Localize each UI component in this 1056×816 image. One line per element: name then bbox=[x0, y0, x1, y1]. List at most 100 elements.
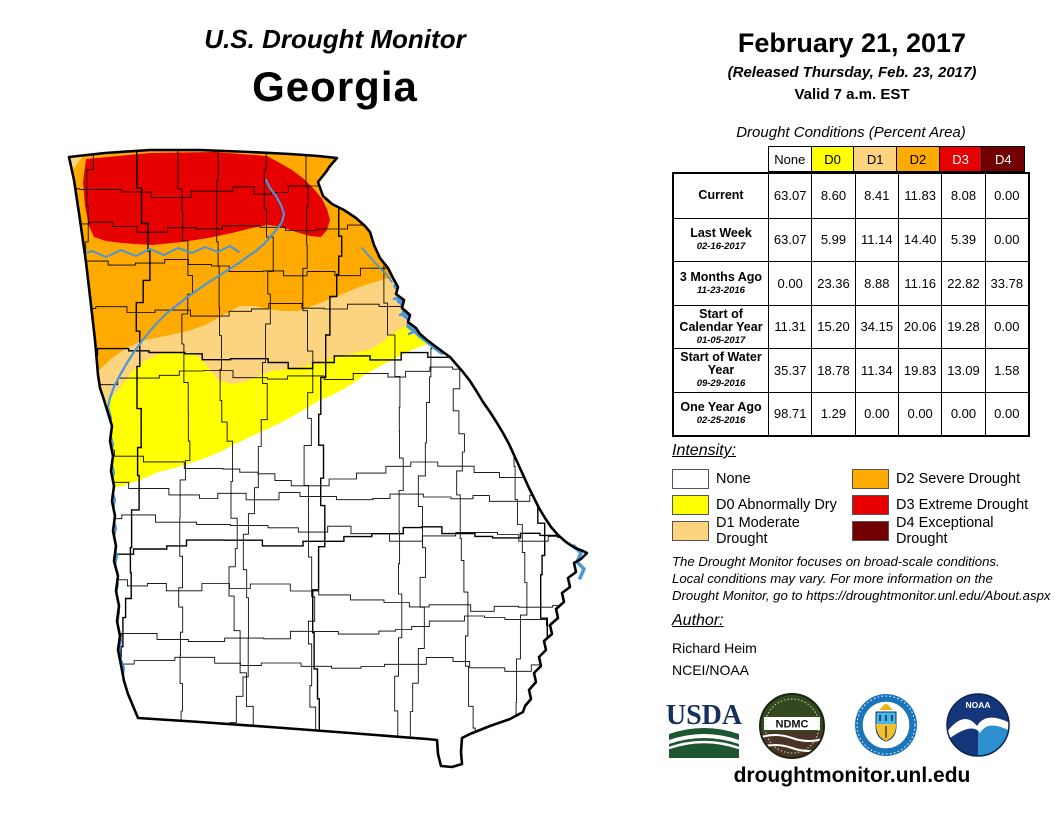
cell-value: 14.40 bbox=[899, 218, 943, 261]
swatch-d1 bbox=[672, 521, 709, 541]
cell-value: 11.14 bbox=[856, 218, 899, 261]
table-row: Start of Calendar Year 01-05-2017 11.31 1… bbox=[674, 304, 1028, 348]
cell-value: 0.00 bbox=[994, 319, 1020, 335]
cell-value: 35.37 bbox=[769, 349, 813, 392]
cell-value: 0.00 bbox=[899, 392, 943, 435]
map-date: February 21, 2017 bbox=[737, 28, 967, 58]
title-block: U.S. Drought Monitor Georgia bbox=[110, 24, 560, 111]
cell-value: 1.29 bbox=[812, 392, 856, 435]
row-label: One Year Ago bbox=[680, 400, 762, 415]
cell-value: 11.34 bbox=[856, 349, 899, 392]
row-date: 01-05-2017 bbox=[696, 334, 746, 346]
ndmc-logo: NDMC bbox=[759, 693, 825, 759]
swatch-d0 bbox=[672, 495, 709, 515]
commerce-seal bbox=[855, 694, 917, 756]
coosa-river bbox=[76, 245, 240, 258]
cell-value: 0.00 bbox=[942, 392, 986, 435]
cell-value: 63.07 bbox=[769, 218, 813, 261]
col-header-none: None bbox=[768, 146, 812, 172]
cell-value: 22.82 bbox=[942, 262, 986, 305]
table-header-row: None D0 D1 D2 D3 D4 bbox=[768, 146, 1030, 172]
table-row: Start of Water Year 09-29-2016 35.37 18.7… bbox=[674, 348, 1028, 392]
drought-conditions-table: None D0 D1 D2 D3 D4 Current 63.07 8.60 8… bbox=[672, 146, 1030, 437]
droughtmonitor-url[interactable]: droughtmonitor.unl.edu bbox=[733, 764, 971, 787]
page-title: U.S. Drought Monitor bbox=[204, 24, 466, 54]
legend-item-none: None bbox=[672, 466, 852, 492]
author-name: Richard Heim bbox=[672, 640, 757, 656]
cell-value: 0.00 bbox=[994, 188, 1020, 204]
cell-value: 34.15 bbox=[856, 305, 899, 348]
cell-value: 15.20 bbox=[812, 305, 856, 348]
cell-value: 8.41 bbox=[856, 174, 899, 218]
valid-time: Valid 7 a.m. EST bbox=[794, 86, 910, 103]
col-header-d1: D1 bbox=[853, 146, 898, 172]
col-header-d4: D4 bbox=[981, 146, 1026, 172]
cell-value: 8.88 bbox=[856, 262, 899, 305]
cell-value: 19.28 bbox=[942, 305, 986, 348]
cell-value: 13.09 bbox=[942, 349, 986, 392]
legend-heading: Intensity: bbox=[672, 442, 737, 459]
row-date: 11-23-2016 bbox=[697, 284, 745, 296]
author-heading: Author: bbox=[672, 612, 724, 629]
band-d3 bbox=[83, 152, 330, 245]
date-block: February 21, 2017 (Released Thursday, Fe… bbox=[672, 28, 1032, 103]
legend-item-d4: D4 Exceptional Drought bbox=[852, 515, 1042, 547]
cell-value: 23.36 bbox=[812, 262, 856, 305]
table-row: One Year Ago 02-25-2016 98.71 1.29 0.00 0… bbox=[674, 391, 1028, 435]
savannah-headwater bbox=[361, 247, 393, 283]
author-block: Author: Richard Heim NCEI/NOAA bbox=[672, 612, 757, 678]
cell-value: 33.78 bbox=[990, 275, 1024, 291]
table-body: Current 63.07 8.60 8.41 11.83 8.08 0.00 … bbox=[672, 172, 1030, 437]
legend-item-d0: D0 Abnormally Dry bbox=[672, 492, 852, 518]
swatch-d2 bbox=[852, 469, 889, 489]
table-row: Current 63.07 8.60 8.41 11.83 8.08 0.00 bbox=[674, 174, 1028, 218]
disclaimer-text: The Drought Monitor focuses on broad-sca… bbox=[672, 554, 1051, 603]
cell-value: 0.00 bbox=[769, 262, 813, 305]
row-label: Start of Water Year bbox=[680, 350, 762, 378]
swatch-d3 bbox=[852, 495, 889, 515]
cell-value: 1.58 bbox=[994, 362, 1020, 378]
cell-value: 98.71 bbox=[769, 392, 813, 435]
georgia-drought-map bbox=[67, 148, 589, 769]
cell-value: 63.07 bbox=[769, 174, 813, 218]
cell-value: 5.39 bbox=[942, 218, 986, 261]
cell-value: 0.00 bbox=[994, 406, 1020, 422]
legend-item-d3: D3 Extreme Drought bbox=[852, 492, 1042, 518]
cell-value: 8.08 bbox=[942, 174, 986, 218]
row-date: 09-29-2016 bbox=[696, 378, 746, 390]
cell-value: 11.31 bbox=[769, 305, 813, 348]
usda-logo: USDA bbox=[666, 700, 742, 758]
cell-value: 11.83 bbox=[899, 174, 943, 218]
swatch-d4 bbox=[852, 521, 889, 541]
cell-value: 11.16 bbox=[899, 262, 943, 305]
col-header-d0: D0 bbox=[810, 146, 855, 172]
state-title: Georgia bbox=[252, 63, 418, 110]
row-label: Current bbox=[698, 188, 744, 203]
svg-text:USDA: USDA bbox=[666, 700, 742, 731]
agency-logos: USDA NDMC bbox=[664, 690, 1034, 762]
cell-value: 18.78 bbox=[812, 349, 856, 392]
cell-value: 5.99 bbox=[812, 218, 856, 261]
legend-item-d2: D2 Severe Drought bbox=[852, 466, 1042, 492]
row-date: 02-25-2016 bbox=[696, 415, 746, 427]
cell-value: 0.00 bbox=[994, 232, 1020, 248]
col-header-d3: D3 bbox=[938, 146, 983, 172]
intensity-legend: Intensity: None D0 Abnormally Dry D1 Mod… bbox=[672, 442, 1042, 547]
row-label: 3 Months Ago bbox=[679, 269, 763, 284]
cell-value: 20.06 bbox=[899, 305, 943, 348]
release-date: (Released Thursday, Feb. 23, 2017) bbox=[727, 64, 977, 81]
col-header-d2: D2 bbox=[896, 146, 940, 172]
svg-text:NDMC: NDMC bbox=[776, 719, 809, 731]
state-outline bbox=[67, 148, 589, 769]
swatch-none bbox=[672, 469, 709, 489]
row-date: 02-16-2017 bbox=[696, 241, 746, 253]
author-org: NCEI/NOAA bbox=[672, 662, 750, 678]
table-row: 3 Months Ago 11-23-2016 0.00 23.36 8.88 1… bbox=[674, 261, 1028, 305]
table-row: Last Week 02-16-2017 63.07 5.99 11.14 14.… bbox=[674, 217, 1028, 261]
svg-text:NOAA: NOAA bbox=[965, 700, 990, 710]
noaa-logo: NOAA bbox=[946, 693, 1010, 757]
cell-value: 0.00 bbox=[856, 392, 899, 435]
row-label: Start of Calendar Year bbox=[679, 306, 763, 334]
cell-value: 8.60 bbox=[812, 174, 856, 218]
